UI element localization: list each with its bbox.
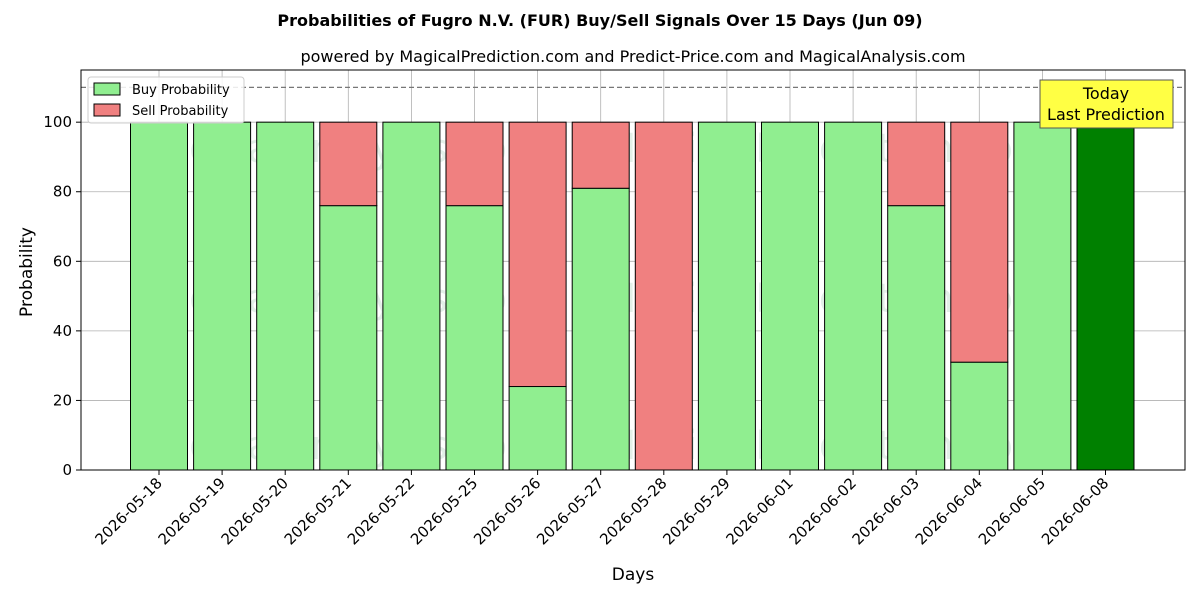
y-tick-label: 80 <box>53 183 72 201</box>
buy-bar <box>256 121 315 471</box>
y-tick-label: 20 <box>53 391 72 409</box>
buy-bar <box>445 205 504 471</box>
buy-bar <box>1076 121 1135 471</box>
x-ticks: 2026-05-182026-05-192026-05-202026-05-21… <box>91 470 1112 548</box>
x-tick-label: 2026-05-20 <box>218 474 292 548</box>
x-tick-label: 2026-05-19 <box>155 474 229 548</box>
legend: Buy Probability Sell Probability <box>87 76 245 124</box>
buy-bar <box>950 361 1009 471</box>
x-tick-label: 2026-06-05 <box>975 474 1049 548</box>
axes-frame <box>80 69 1186 471</box>
x-tick-label: 2026-06-08 <box>1038 474 1112 548</box>
y-tick-label: 100 <box>43 113 72 131</box>
legend-sell-label: Sell Probability <box>132 104 229 119</box>
sell-bar <box>887 121 946 207</box>
y-tick-label: 60 <box>53 252 72 270</box>
x-tick-label: 2026-05-27 <box>533 474 607 548</box>
chart-subtitle: powered by MagicalPrediction.com and Pre… <box>300 47 965 66</box>
sell-bar <box>950 121 1009 363</box>
x-tick-label: 2026-06-03 <box>849 474 923 548</box>
today-annotation: Today Last Prediction <box>1039 79 1174 129</box>
x-tick-label: 2026-06-02 <box>786 474 860 548</box>
chart-title: Probabilities of Fugro N.V. (FUR) Buy/Se… <box>277 11 922 30</box>
x-tick-label: 2026-06-01 <box>722 474 796 548</box>
buy-bar <box>571 187 630 471</box>
buy-bar <box>824 121 883 471</box>
buy-bar <box>319 205 378 471</box>
buy-bar <box>697 121 756 471</box>
buy-bar <box>130 121 188 471</box>
y-tick-label: 0 <box>62 461 72 479</box>
sell-bar <box>634 121 693 471</box>
buy-bar <box>1013 121 1072 471</box>
x-tick-label: 2026-05-22 <box>344 474 418 548</box>
legend-sell-swatch <box>93 103 121 117</box>
x-tick-label: 2026-05-25 <box>407 474 481 548</box>
x-tick-label: 2026-06-04 <box>912 474 986 548</box>
buy-bar <box>761 121 819 471</box>
sell-bar <box>319 121 378 207</box>
x-axis-label: Days <box>612 565 655 585</box>
legend-buy-label: Buy Probability <box>132 83 230 98</box>
today-annotation-box <box>1039 79 1174 129</box>
legend-box <box>87 76 245 124</box>
y-ticks: 0 20 40 60 80 100 <box>43 113 81 479</box>
x-tick-label: 2026-05-18 <box>91 474 165 548</box>
buy-bar <box>193 121 252 471</box>
y-axis-label: Probability <box>17 227 37 317</box>
y-tick-label: 40 <box>53 322 72 340</box>
buy-bar <box>382 121 441 471</box>
buy-bar <box>887 205 946 471</box>
sell-bar <box>508 121 567 388</box>
x-tick-label: 2026-05-21 <box>281 474 355 548</box>
last-prediction-label: Last Prediction <box>1047 105 1165 124</box>
sell-bar <box>445 121 504 207</box>
x-tick-label: 2026-05-28 <box>596 474 670 548</box>
sell-bar <box>571 121 630 189</box>
legend-buy-swatch <box>93 82 121 96</box>
x-tick-label: 2026-05-26 <box>470 474 544 548</box>
buy-bar <box>508 386 567 471</box>
today-label: Today <box>1082 84 1129 103</box>
bars <box>130 121 1135 471</box>
x-tick-label: 2026-05-29 <box>659 474 733 548</box>
